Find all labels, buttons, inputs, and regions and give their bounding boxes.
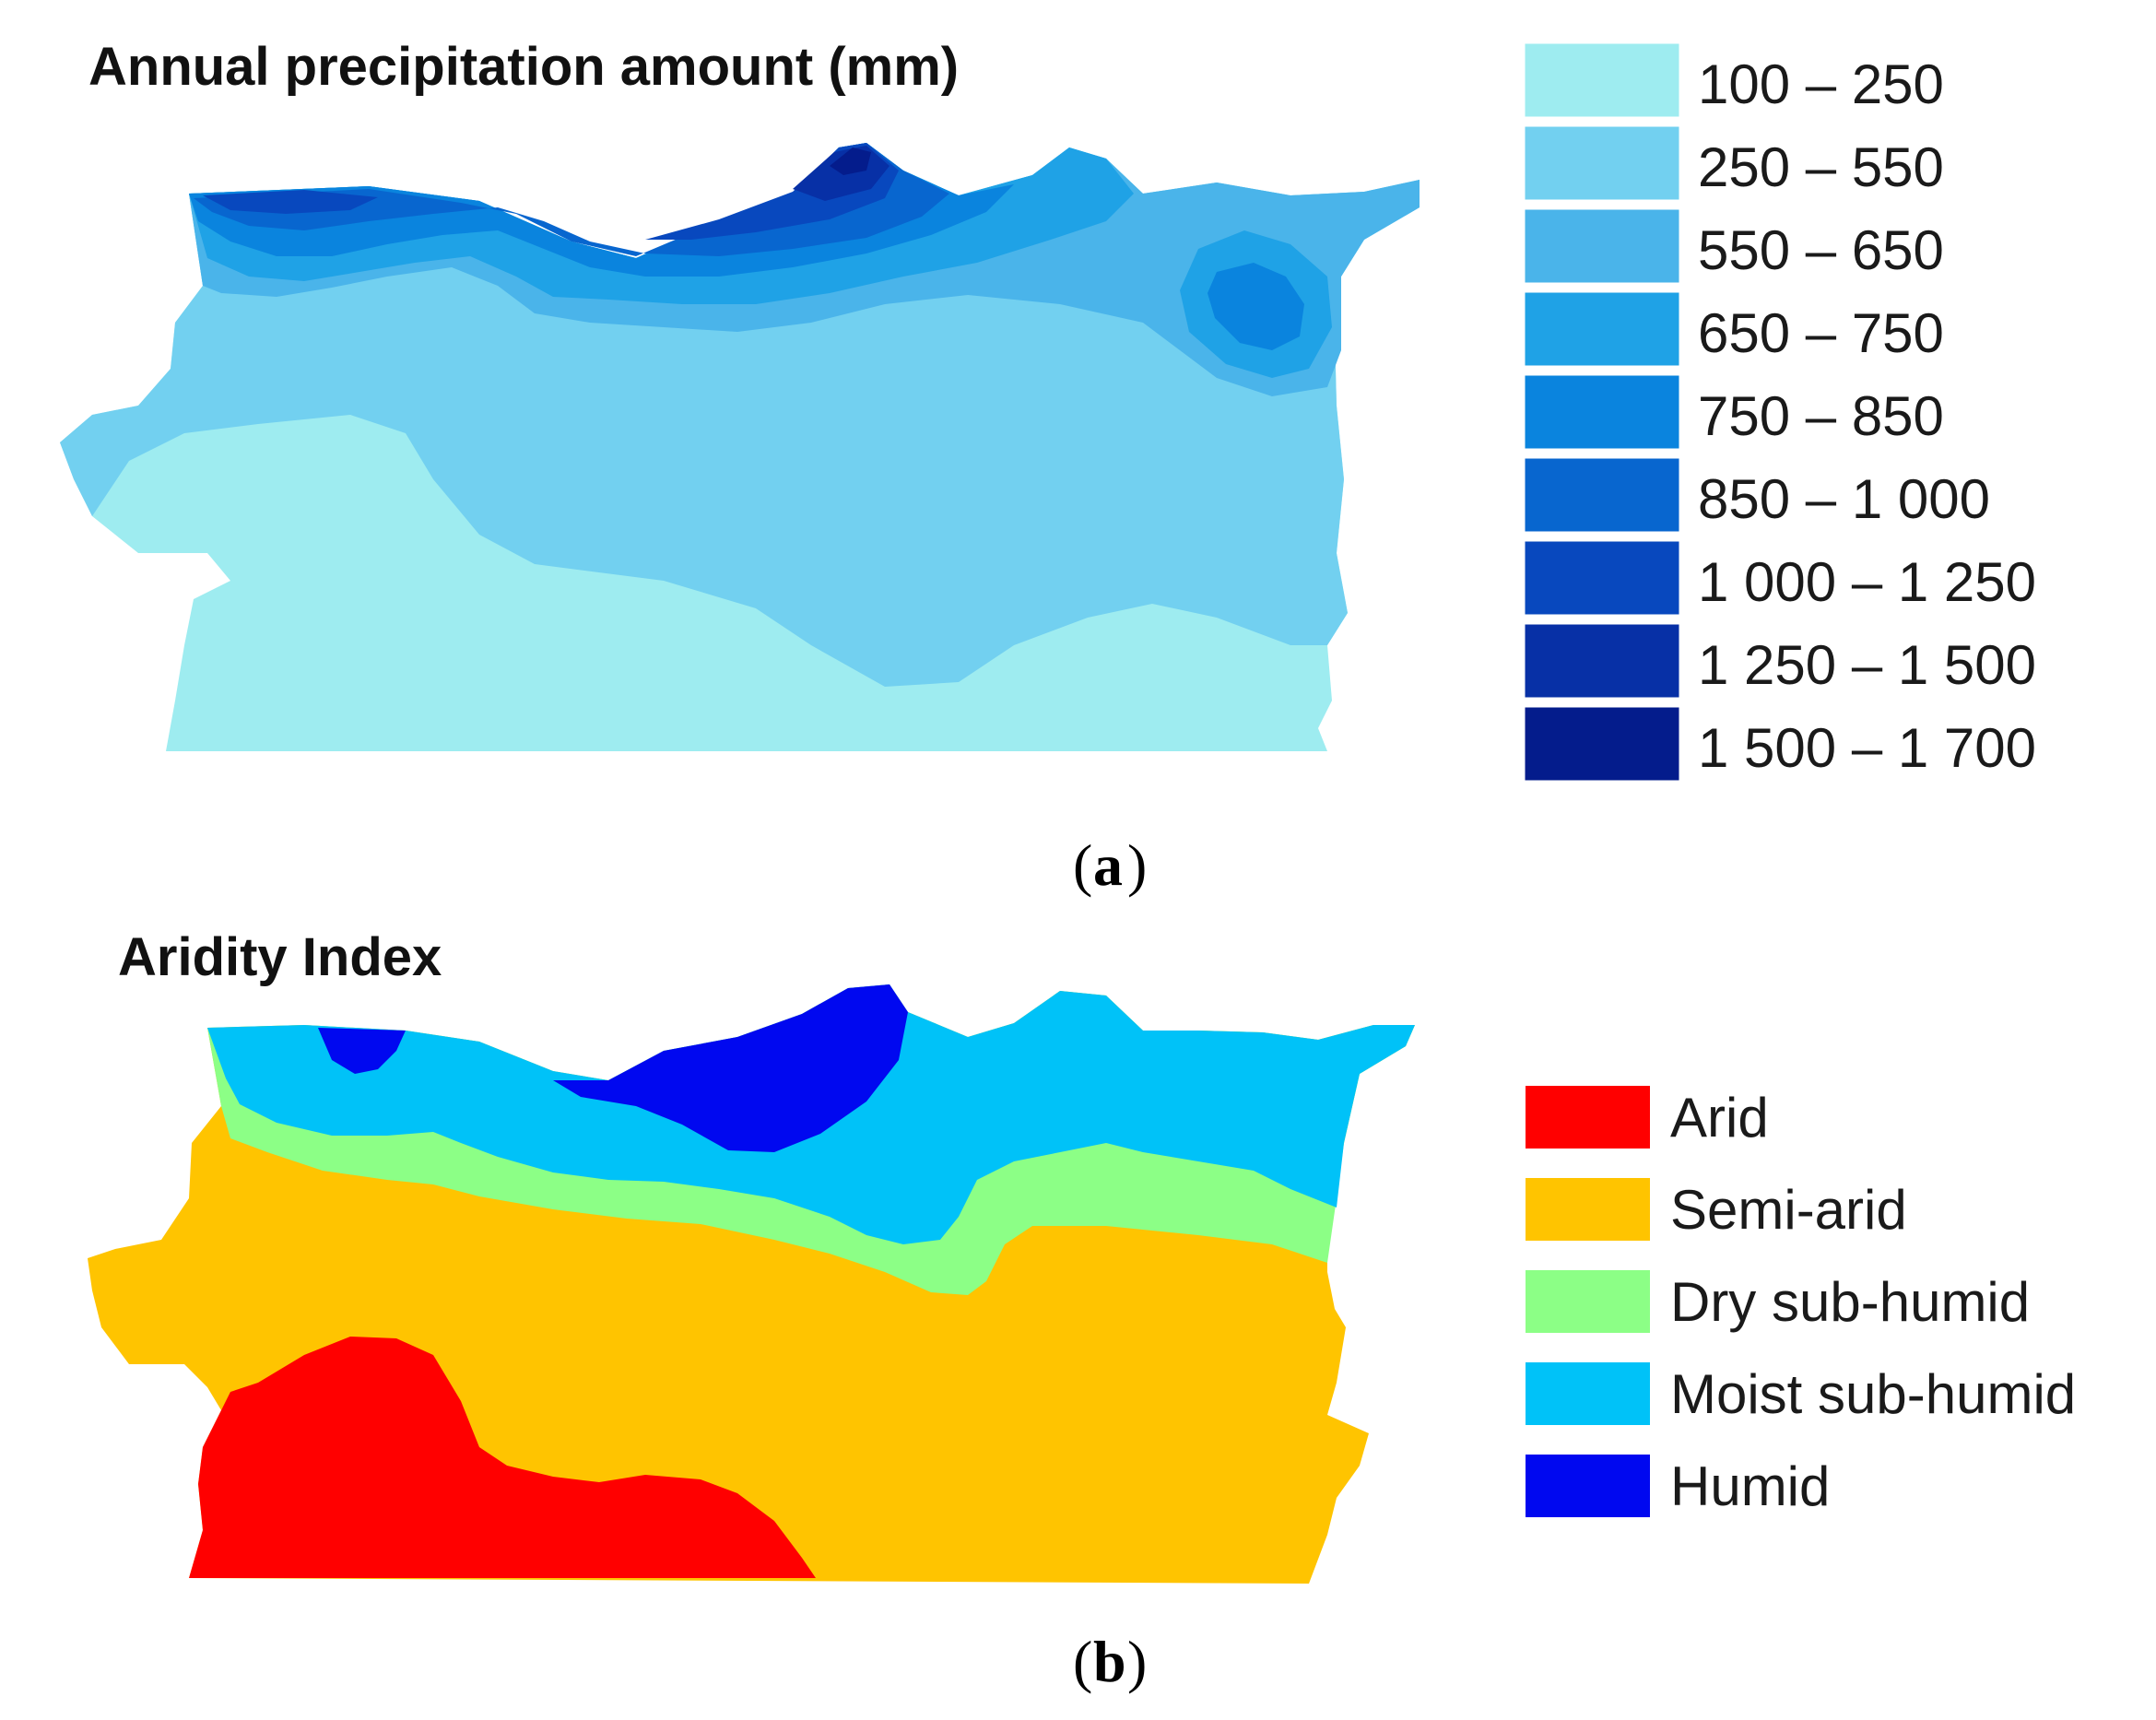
- caption-letter: b: [1093, 1629, 1126, 1694]
- legend-label: Humid: [1670, 1455, 1830, 1517]
- legend-swatch: [1522, 372, 1682, 452]
- legend-label: 250 – 550: [1698, 136, 1944, 198]
- legend-swatch: [1526, 1455, 1650, 1517]
- legend-swatch: [1522, 455, 1682, 535]
- aridity-zone-humid-west: [318, 1028, 406, 1074]
- legend-label: 1 250 – 1 500: [1698, 634, 2036, 696]
- legend-label: Dry sub-humid: [1670, 1271, 2030, 1333]
- precip-zone-750-850-east: [1208, 263, 1304, 350]
- precipitation-map: [60, 143, 1420, 751]
- legend-swatch: [1526, 1362, 1650, 1425]
- precip-legend: 100 – 250 250 – 550 550 – 650 650 – 750 …: [1522, 41, 2036, 783]
- legend-label: 1 000 – 1 250: [1698, 551, 2036, 613]
- legend-label: 1 500 – 1 700: [1698, 717, 2036, 779]
- legend-label: 750 – 850: [1698, 385, 1944, 447]
- legend-label: 100 – 250: [1698, 53, 1944, 115]
- legend-label: Arid: [1670, 1087, 1769, 1149]
- panel-a-title: Annual precipitation amount (mm): [88, 37, 959, 97]
- legend-label: 550 – 650: [1698, 219, 1944, 281]
- legend-label: Moist sub-humid: [1670, 1363, 2076, 1425]
- panel-b-title: Aridity Index: [118, 927, 442, 987]
- svg-text:): ): [1127, 832, 1147, 898]
- legend-swatch: [1522, 124, 1682, 203]
- aridity-zone-arid: [189, 1337, 816, 1578]
- legend-swatch: [1526, 1270, 1650, 1333]
- aridity-map: [88, 984, 1415, 1584]
- aridity-legend: Arid Semi-arid Dry sub-humid Moist sub-h…: [1526, 1086, 2076, 1517]
- svg-text:(: (: [1073, 1629, 1092, 1694]
- legend-swatch: [1522, 538, 1682, 618]
- aridity-zone-humid: [553, 984, 908, 1152]
- legend-label: 850 – 1 000: [1698, 468, 1990, 530]
- legend-label: Semi-arid: [1670, 1179, 1907, 1241]
- legend-swatch: [1526, 1178, 1650, 1241]
- legend-swatch: [1522, 621, 1682, 701]
- legend-swatch: [1522, 704, 1682, 783]
- legend-swatch: [1522, 289, 1682, 369]
- legend-swatch: [1522, 41, 1682, 120]
- legend-swatch: [1522, 206, 1682, 286]
- panel-b-caption: ( b ): [1073, 1629, 1147, 1694]
- caption-letter: a: [1093, 832, 1123, 898]
- svg-text:(: (: [1073, 832, 1092, 898]
- legend-label: 650 – 750: [1698, 302, 1944, 364]
- precip-zone-1000-1250-west: [203, 190, 378, 214]
- panel-a-caption: ( a ): [1073, 832, 1147, 898]
- svg-text:): ): [1127, 1629, 1147, 1694]
- legend-swatch: [1526, 1086, 1650, 1149]
- precip-zone-1500-1700: [830, 147, 871, 175]
